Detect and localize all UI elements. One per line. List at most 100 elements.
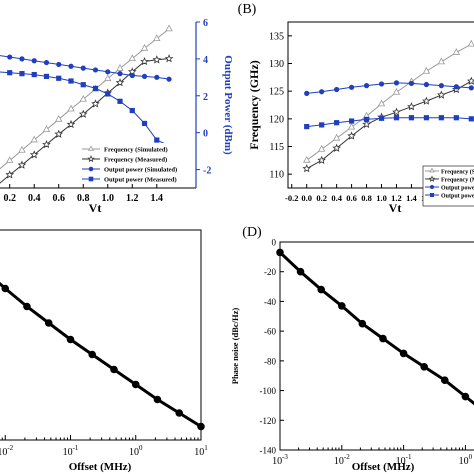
panel-c-series-line <box>0 281 202 428</box>
panel-a-data-point <box>68 78 74 84</box>
panel-a-data-point <box>19 71 25 77</box>
panel-b-series-line <box>306 43 472 161</box>
panel-a-data-point <box>31 58 37 64</box>
panel-d-y-tick-label: -60 <box>264 327 276 337</box>
panel-c-x-axis-label: Offset (MHz) <box>69 461 132 473</box>
panel-a-data-point <box>17 160 27 169</box>
panel-a-data-point <box>6 156 14 163</box>
panel-d-frame <box>279 241 474 451</box>
panel-a-right-tick-label: 0 <box>203 129 208 140</box>
panel-b-y-tick-label: 135 <box>269 31 284 42</box>
panel-d-data-point <box>338 302 346 310</box>
panel-a-data-point <box>141 73 148 80</box>
panel-d-data-point <box>440 376 449 384</box>
panel-c-frame <box>0 229 202 441</box>
panel-b-legend-marker <box>430 185 434 189</box>
panel-c-x-tick-label: 10-2 <box>0 444 14 458</box>
panel-b-x-tick-label: 0.4 <box>331 193 342 203</box>
panel-b-data-point <box>453 115 459 121</box>
panel-b-legend-marker <box>428 175 436 182</box>
panel-a-data-point <box>7 70 13 76</box>
panel-c-data-point <box>88 350 96 359</box>
panel-a-data-point <box>140 43 149 51</box>
panel-b-data-point <box>334 120 340 126</box>
panel-d-data-point <box>420 363 428 371</box>
panel-a-data-point <box>31 71 37 78</box>
panel-b-data-point <box>467 39 474 47</box>
panel-d-label: (D) <box>242 225 262 240</box>
panel-a-data-point <box>7 54 13 60</box>
panel-c-data-point <box>175 409 184 417</box>
panel-d-y-tick-label: 0 <box>272 238 277 248</box>
panel-b-x-tick-label: 0.0 <box>301 193 312 203</box>
panel-d-x-tick-label: 10-2 <box>334 453 350 467</box>
panel-d-data-point <box>379 334 387 343</box>
panel-b-x-axis-label: Vt <box>389 201 402 215</box>
panel-d-data-point <box>461 392 470 401</box>
panel-b-y-tick-label: 130 <box>269 59 284 70</box>
panel-d-y-tick-label: -140 <box>260 446 277 456</box>
panel-b-x-tick-label: 1.4 <box>406 193 417 203</box>
panel-d-y-tick-label: -120 <box>260 416 277 426</box>
panel-d-y-tick-label: -40 <box>264 297 276 307</box>
panel-b-data-point <box>438 115 444 121</box>
panel-a-data-point <box>43 73 50 80</box>
panel-a-data-point <box>92 85 99 91</box>
panel-b-data-point <box>437 57 446 65</box>
panel-b-data-point <box>453 84 459 90</box>
panel-b-data-point <box>422 66 431 74</box>
panel-a-legend-label: Frequency (Simulated) <box>104 147 168 154</box>
panel-c-data-point <box>197 422 205 431</box>
panel-c-x-tick-label: 10-1 <box>63 444 79 458</box>
panel-a-legend-marker <box>88 176 94 182</box>
panel-b-data-point <box>319 122 325 128</box>
panel-b-data-point <box>392 87 401 95</box>
panel-b-x-tick-label: 1.0 <box>376 193 387 203</box>
panel-d-data-point <box>358 319 367 328</box>
panel-b-data-point <box>408 115 415 121</box>
panel-b-x-tick-label: 0.6 <box>346 193 357 203</box>
panel-a-right-axis-label: Output Power (dBm) <box>222 55 234 155</box>
panel-c-data-point <box>153 395 162 404</box>
panel-a-data-point <box>43 59 50 66</box>
panel-b-data-point <box>363 116 370 122</box>
panel-b-data-point <box>347 122 356 130</box>
panel-b-data-point <box>304 123 310 130</box>
panel-a-legend-label: Output power (Measured) <box>104 177 177 184</box>
panel-a-legend-label: Frequency (Measured) <box>104 157 167 164</box>
panel-a-data-point <box>129 72 135 79</box>
panel-b-series-line <box>306 82 472 94</box>
panel-b-x-tick-label: -0.2 <box>285 193 298 203</box>
panel-a-x-tick-label: 1.2 <box>126 193 139 204</box>
panel-a-data-point <box>152 55 162 64</box>
panel-b-legend-label: Frequency (M <box>441 177 474 184</box>
panel-a-data-point <box>115 78 125 87</box>
panel-b-series-line <box>306 117 472 128</box>
panel-b-data-point <box>392 107 401 116</box>
panel-a-data-point <box>5 170 15 179</box>
panel-b-data-point <box>348 84 355 90</box>
panel-a-data-point <box>92 67 99 73</box>
panel-a-legend-marker <box>88 166 94 172</box>
panel-a-data-point <box>105 91 111 97</box>
panel-a-data-point <box>141 120 148 127</box>
panel-c-x-tick-label: 100 <box>129 444 143 458</box>
panel-a-data-point <box>105 69 111 75</box>
panel-d-x-tick-label: 10-3 <box>272 453 288 467</box>
panel-a-data-point <box>56 61 62 68</box>
panel-b-data-point <box>408 80 415 87</box>
panel-a-x-tick-label: 1.4 <box>151 193 164 204</box>
panel-d-data-point <box>317 285 325 294</box>
panel-a-data-point <box>19 56 25 62</box>
panel-a-x-tick-label: 1.0 <box>102 193 115 204</box>
panel-b-y-tick-label: 125 <box>269 87 284 98</box>
panel-a-x-tick-label: 0.2 <box>3 193 16 204</box>
panel-a-data-point <box>80 82 86 88</box>
panel-b-data-point <box>303 155 311 163</box>
panel-a-data-point <box>140 56 149 66</box>
panel-d-x-axis-label: Offset (MHz) <box>352 461 415 473</box>
panel-a-x-tick-label: 0.8 <box>77 193 90 204</box>
panel-b-data-point <box>452 48 461 55</box>
panel-d-y-tick-label: -80 <box>264 356 276 366</box>
panel-c-x-tick-label: 101 <box>194 444 208 458</box>
